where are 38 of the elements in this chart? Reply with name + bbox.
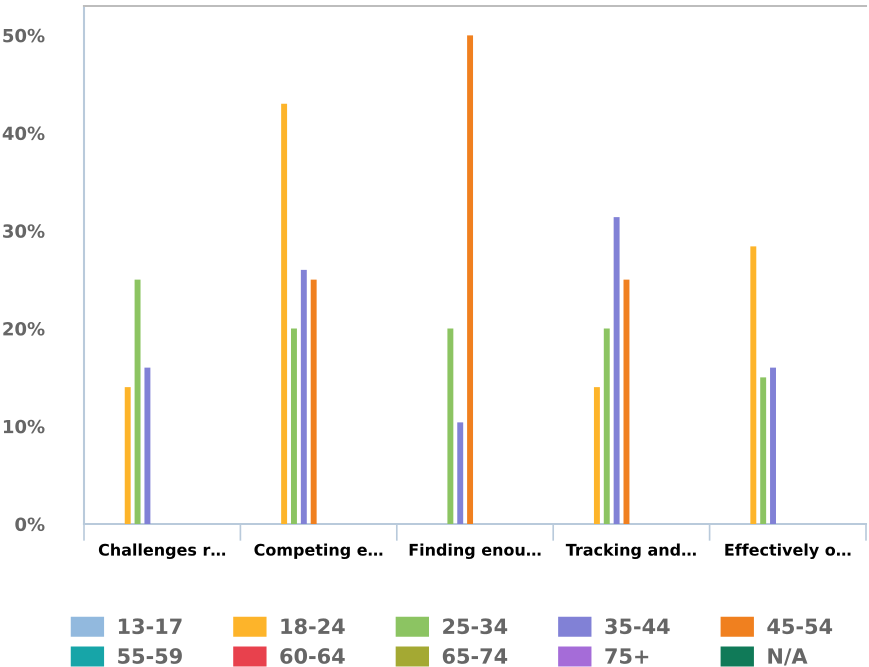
bar — [300, 270, 307, 524]
legend-label: 25-34 — [443, 618, 508, 634]
bar — [144, 368, 150, 524]
x-tick-label: Finding enou… — [410, 543, 541, 560]
bar — [290, 328, 297, 524]
bar — [760, 377, 766, 524]
bar — [467, 35, 474, 524]
legend-label: 75+ — [605, 648, 648, 664]
bar — [457, 422, 464, 524]
legend-label: 35-44 — [605, 618, 670, 634]
y-tick-label: 50% — [3, 28, 45, 42]
x-tick-label: Effectively o… — [725, 543, 850, 560]
legend-label: 65-74 — [442, 648, 508, 664]
bar — [750, 246, 756, 524]
y-tick-label: 20% — [3, 322, 45, 336]
legend-label: 60-64 — [280, 648, 345, 664]
bar — [134, 280, 141, 524]
legend-label: 55-59 — [118, 648, 182, 664]
legend-label: 45-54 — [767, 618, 832, 634]
bar — [770, 368, 776, 524]
x-tick-label: Challenges r… — [98, 543, 226, 560]
y-tick-label: 10% — [4, 420, 45, 434]
y-tick-label: 40% — [2, 126, 45, 140]
bar — [624, 280, 630, 524]
y-tick-label: 30% — [3, 224, 45, 238]
bar — [124, 387, 131, 524]
bar — [447, 328, 454, 524]
x-tick-label: Competing e… — [254, 543, 382, 560]
legend-label: 18-24 — [281, 618, 345, 634]
bar — [594, 387, 600, 524]
bar — [614, 217, 620, 524]
legend-label: N/A — [768, 648, 808, 666]
bar — [604, 328, 610, 524]
x-tick-label: Tracking and… — [566, 543, 696, 560]
y-tick-label: 0% — [15, 517, 45, 532]
bar — [310, 280, 317, 524]
legend-label: 13-17 — [118, 618, 182, 634]
bar — [281, 104, 288, 524]
